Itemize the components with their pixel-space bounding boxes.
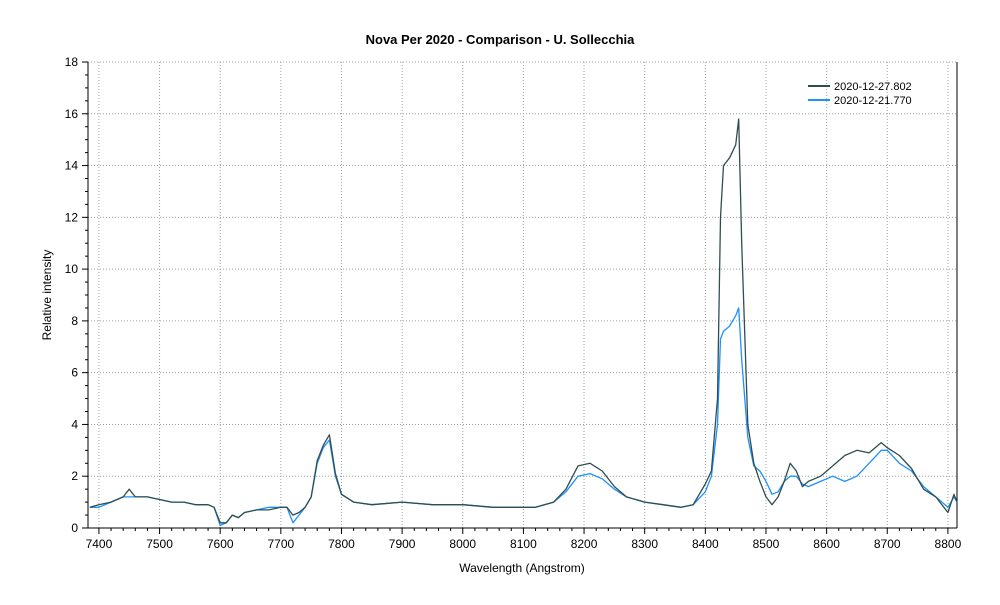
x-tick-label: 8800 [935,537,962,551]
x-tick-label: 7700 [267,537,294,551]
series-lines [89,118,958,527]
y-tick-label: 6 [71,366,78,380]
y-tick-label: 16 [65,107,79,121]
y-tick-label: 4 [71,417,78,431]
y-tick-label: 18 [65,55,79,69]
x-tick-label: 8100 [510,537,537,551]
x-tick-label: 7600 [207,537,234,551]
y-tick-label: 14 [65,159,79,173]
chart-title: Nova Per 2020 - Comparison - U. Sollecch… [366,32,636,47]
x-tick-label: 8200 [571,537,598,551]
x-tick-label: 7800 [328,537,355,551]
grid [88,61,957,528]
x-tick-label: 8700 [874,537,901,551]
legend-label: 2020-12-21.770 [834,95,912,107]
y-axis-label: Relative intensity [40,250,54,341]
y-tick-label: 0 [71,521,78,535]
x-axis-label: Wavelength (Angstrom) [459,561,585,575]
axis-ticks: 7400 7500 7600 7700 7800 7900 8000 8100 8200 8300… [65,55,962,551]
y-tick-label: 8 [71,314,78,328]
legend-label: 2020-12-27.802 [834,81,912,93]
x-tick-label: 7400 [86,537,113,551]
x-tick-label: 8000 [449,537,476,551]
y-tick-label: 12 [65,210,79,224]
x-tick-label: 8400 [692,537,719,551]
x-tick-label: 7500 [146,537,173,551]
x-tick-label: 8600 [813,537,840,551]
x-tick-label: 8300 [631,537,658,551]
series-line-0 [89,118,958,524]
x-tick-label: 8500 [753,537,780,551]
legend: 2020-12-27.802 2020-12-21.770 [808,81,912,107]
y-tick-label: 10 [65,262,79,276]
y-tick-label: 2 [71,469,78,483]
x-tick-label: 7900 [389,537,416,551]
